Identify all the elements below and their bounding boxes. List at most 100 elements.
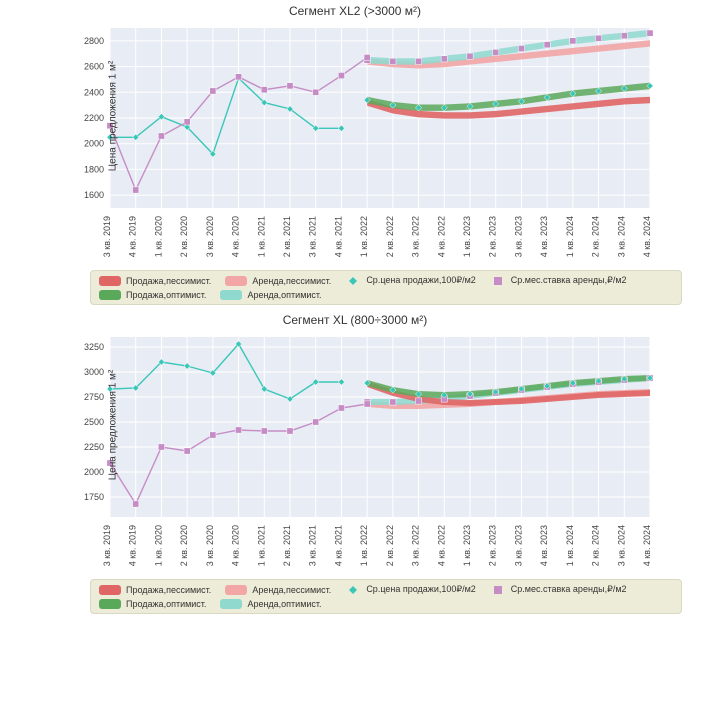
svg-text:1 кв. 2024: 1 кв. 2024: [565, 216, 575, 257]
chart2-ylabel: Цена предложения 1 м²: [108, 370, 119, 480]
legend-label: Аренда,оптимист.: [247, 290, 321, 300]
svg-text:3000: 3000: [84, 367, 104, 377]
svg-text:3 кв. 2024: 3 кв. 2024: [616, 216, 626, 257]
chart1-legend: Продажа,пессимист. Аренда,пессимист. Ср.це…: [90, 270, 682, 305]
legend-label: Аренда,пессимист.: [252, 276, 331, 286]
svg-text:1 кв. 2023: 1 кв. 2023: [462, 216, 472, 257]
svg-text:2500: 2500: [84, 417, 104, 427]
svg-text:3250: 3250: [84, 342, 104, 352]
svg-text:2 кв. 2020: 2 кв. 2020: [179, 525, 189, 566]
svg-text:4 кв. 2019: 4 кв. 2019: [128, 525, 138, 566]
legend-swatch: [99, 585, 121, 595]
svg-text:3 кв. 2021: 3 кв. 2021: [308, 525, 318, 566]
legend-label: Продажа,пессимист.: [126, 276, 211, 286]
svg-text:3 кв. 2024: 3 кв. 2024: [616, 525, 626, 566]
legend-item: Аренда,оптимист.: [220, 290, 321, 300]
svg-text:2 кв. 2023: 2 кв. 2023: [488, 525, 498, 566]
svg-text:2000: 2000: [84, 467, 104, 477]
svg-text:4 кв. 2022: 4 кв. 2022: [436, 525, 446, 566]
svg-text:3 кв. 2019: 3 кв. 2019: [102, 216, 112, 257]
chart2-legend: Продажа,пессимист. Аренда,пессимист. Ср.це…: [90, 579, 682, 614]
legend-item: Продажа,пессимист.: [99, 276, 211, 286]
legend-swatch: [225, 276, 247, 286]
svg-text:3 кв. 2020: 3 кв. 2020: [205, 525, 215, 566]
svg-text:4 кв. 2021: 4 кв. 2021: [333, 525, 343, 566]
legend-item: Ср.цена продажи,100₽/м2: [345, 584, 475, 595]
legend-item: Ср.мес.ставка аренды,₽/м2: [490, 584, 627, 595]
legend-swatch: [99, 290, 121, 300]
svg-text:4 кв. 2019: 4 кв. 2019: [128, 216, 138, 257]
legend-label: Продажа,оптимист.: [126, 599, 206, 609]
legend-marker: [490, 585, 506, 595]
legend-label: Аренда,пессимист.: [252, 585, 331, 595]
svg-text:4 кв. 2024: 4 кв. 2024: [642, 525, 652, 566]
legend-item: Продажа,оптимист.: [99, 290, 206, 300]
legend-item: Продажа,пессимист.: [99, 585, 211, 595]
svg-text:1 кв. 2020: 1 кв. 2020: [153, 525, 163, 566]
svg-text:4 кв. 2020: 4 кв. 2020: [231, 216, 241, 257]
svg-text:2750: 2750: [84, 392, 104, 402]
svg-text:2 кв. 2022: 2 кв. 2022: [385, 525, 395, 566]
legend-swatch: [99, 599, 121, 609]
svg-text:4 кв. 2021: 4 кв. 2021: [333, 216, 343, 257]
svg-text:3 кв. 2022: 3 кв. 2022: [411, 216, 421, 257]
legend-item: Ср.цена продажи,100₽/м2: [345, 275, 475, 286]
chart2-title: Сегмент XL (800÷3000 м²): [0, 313, 710, 327]
legend-swatch: [225, 585, 247, 595]
svg-text:3 кв. 2020: 3 кв. 2020: [205, 216, 215, 257]
svg-text:2400: 2400: [84, 87, 104, 97]
svg-text:3 кв. 2023: 3 кв. 2023: [513, 525, 523, 566]
svg-text:1 кв. 2021: 1 кв. 2021: [256, 525, 266, 566]
svg-text:2 кв. 2022: 2 кв. 2022: [385, 216, 395, 257]
svg-text:2 кв. 2024: 2 кв. 2024: [591, 525, 601, 566]
legend-item: Аренда,оптимист.: [220, 599, 321, 609]
legend-label: Ср.цена продажи,100₽/м2: [366, 584, 475, 595]
legend-swatch: [220, 290, 242, 300]
legend-item: Ср.мес.ставка аренды,₽/м2: [490, 275, 627, 286]
legend-label: Ср.мес.ставка аренды,₽/м2: [511, 275, 627, 286]
svg-text:2000: 2000: [84, 139, 104, 149]
svg-text:2 кв. 2021: 2 кв. 2021: [282, 216, 292, 257]
svg-text:3 кв. 2023: 3 кв. 2023: [513, 216, 523, 257]
svg-text:1 кв. 2020: 1 кв. 2020: [153, 216, 163, 257]
svg-text:1 кв. 2022: 1 кв. 2022: [359, 525, 369, 566]
svg-text:2800: 2800: [84, 36, 104, 46]
legend-item: Аренда,пессимист.: [225, 585, 331, 595]
svg-text:1 кв. 2024: 1 кв. 2024: [565, 525, 575, 566]
legend-marker: [490, 276, 506, 286]
svg-text:2 кв. 2024: 2 кв. 2024: [591, 216, 601, 257]
svg-text:2200: 2200: [84, 113, 104, 123]
svg-text:4 кв. 2024: 4 кв. 2024: [642, 216, 652, 257]
legend-marker: [345, 585, 361, 595]
chart-block-2: Сегмент XL (800÷3000 м²) Цена предложени…: [0, 313, 710, 614]
legend-item: Продажа,оптимист.: [99, 599, 206, 609]
svg-text:1 кв. 2023: 1 кв. 2023: [462, 525, 472, 566]
svg-text:1 кв. 2022: 1 кв. 2022: [359, 216, 369, 257]
svg-text:4 кв. 2022: 4 кв. 2022: [436, 216, 446, 257]
svg-text:4 кв. 2020: 4 кв. 2020: [231, 525, 241, 566]
svg-text:2600: 2600: [84, 62, 104, 72]
legend-swatch: [220, 599, 242, 609]
chart-block-1: Сегмент XL2 (>3000 м²) Цена предложения …: [0, 4, 710, 305]
legend-label: Аренда,оптимист.: [247, 599, 321, 609]
svg-text:4 кв. 2023: 4 кв. 2023: [539, 525, 549, 566]
svg-text:2 кв. 2021: 2 кв. 2021: [282, 525, 292, 566]
svg-text:1800: 1800: [84, 164, 104, 174]
legend-label: Ср.цена продажи,100₽/м2: [366, 275, 475, 286]
svg-text:3 кв. 2021: 3 кв. 2021: [308, 216, 318, 257]
chart1-svg: 16001800200022002400260028003 кв. 20194 …: [0, 20, 680, 266]
legend-item: Аренда,пессимист.: [225, 276, 331, 286]
svg-text:2 кв. 2023: 2 кв. 2023: [488, 216, 498, 257]
svg-text:3 кв. 2019: 3 кв. 2019: [102, 525, 112, 566]
svg-text:2250: 2250: [84, 442, 104, 452]
legend-marker: [345, 276, 361, 286]
legend-label: Ср.мес.ставка аренды,₽/м2: [511, 584, 627, 595]
page: { "charts": [ { "id": "chart1", "title":…: [0, 4, 710, 716]
svg-text:3 кв. 2022: 3 кв. 2022: [411, 525, 421, 566]
legend-label: Продажа,пессимист.: [126, 585, 211, 595]
svg-text:1 кв. 2021: 1 кв. 2021: [256, 216, 266, 257]
legend-label: Продажа,оптимист.: [126, 290, 206, 300]
svg-text:4 кв. 2023: 4 кв. 2023: [539, 216, 549, 257]
chart1-ylabel: Цена предложения 1 м²: [108, 61, 119, 171]
svg-text:2 кв. 2020: 2 кв. 2020: [179, 216, 189, 257]
